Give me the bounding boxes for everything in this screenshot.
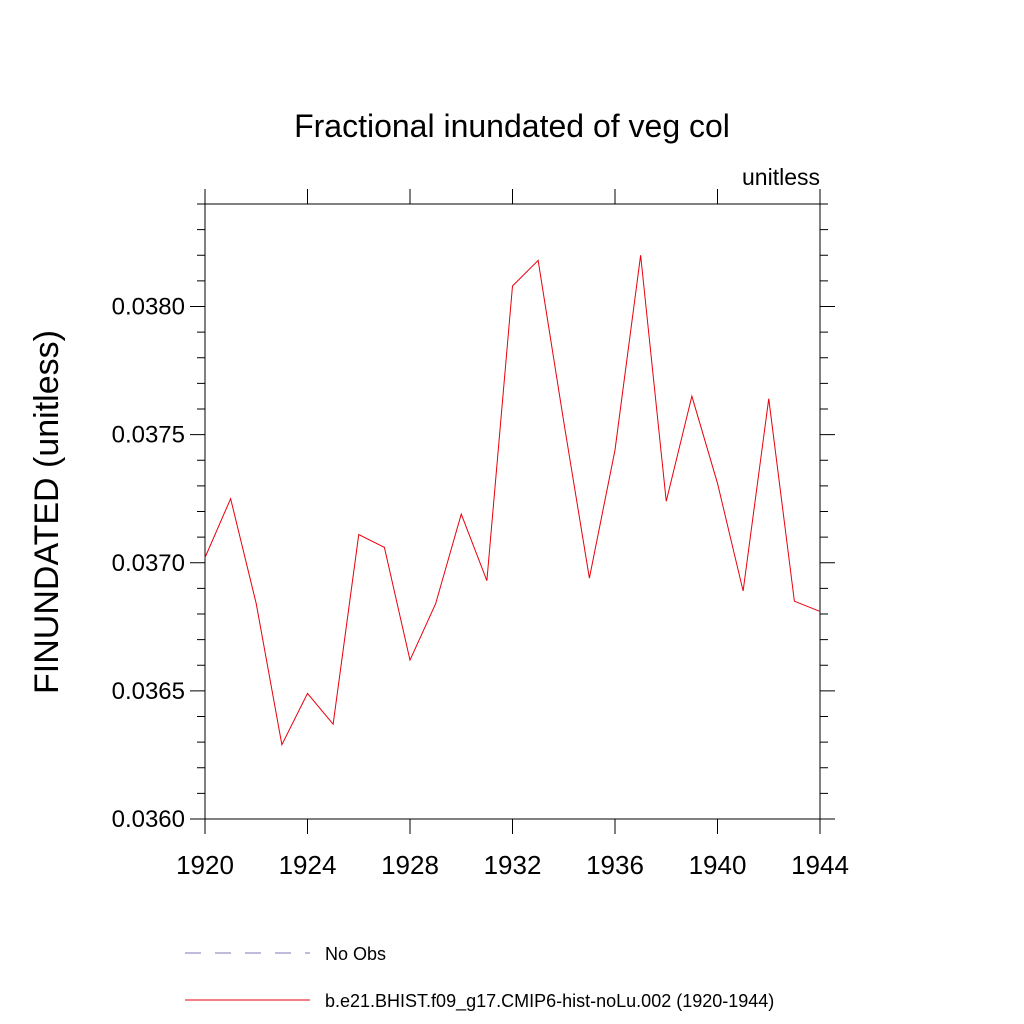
y-tick-label: 0.0375 <box>112 422 185 449</box>
series-line-1 <box>204 255 821 747</box>
legend-label-1: b.e21.BHIST.f09_g17.CMIP6-hist-noLu.002 … <box>325 991 774 1012</box>
legend: No Obs b.e21.BHIST.f09_g17.CMIP6-hist-noL… <box>185 944 774 1012</box>
chart-title: Fractional inundated of veg col <box>294 108 730 144</box>
y-tick-label: 0.0360 <box>112 806 185 833</box>
units-label: unitless <box>742 164 820 190</box>
x-tick-label: 1928 <box>381 850 439 880</box>
x-tick-label: 1932 <box>484 850 542 880</box>
x-tick-label: 1936 <box>586 850 644 880</box>
y-tick-label: 0.0370 <box>112 550 185 577</box>
x-axis-ticks: 1920 1924 1928 1932 1936 1940 1944 <box>176 189 849 880</box>
x-tick-label: 1920 <box>176 850 234 880</box>
y-tick-label: 0.0365 <box>112 678 185 705</box>
legend-label-0: No Obs <box>325 944 386 964</box>
x-tick-label: 1944 <box>791 850 849 880</box>
series-layer <box>204 255 821 747</box>
y-axis-ticks: 0.0360 0.0365 0.0370 0.0375 0.0380 <box>112 203 835 833</box>
x-tick-label: 1940 <box>689 850 747 880</box>
x-tick-label: 1924 <box>279 850 337 880</box>
y-tick-label: 0.0380 <box>112 294 185 321</box>
plot-frame <box>204 203 821 820</box>
y-axis-label: FINUNDATED (unitless) <box>28 330 66 694</box>
